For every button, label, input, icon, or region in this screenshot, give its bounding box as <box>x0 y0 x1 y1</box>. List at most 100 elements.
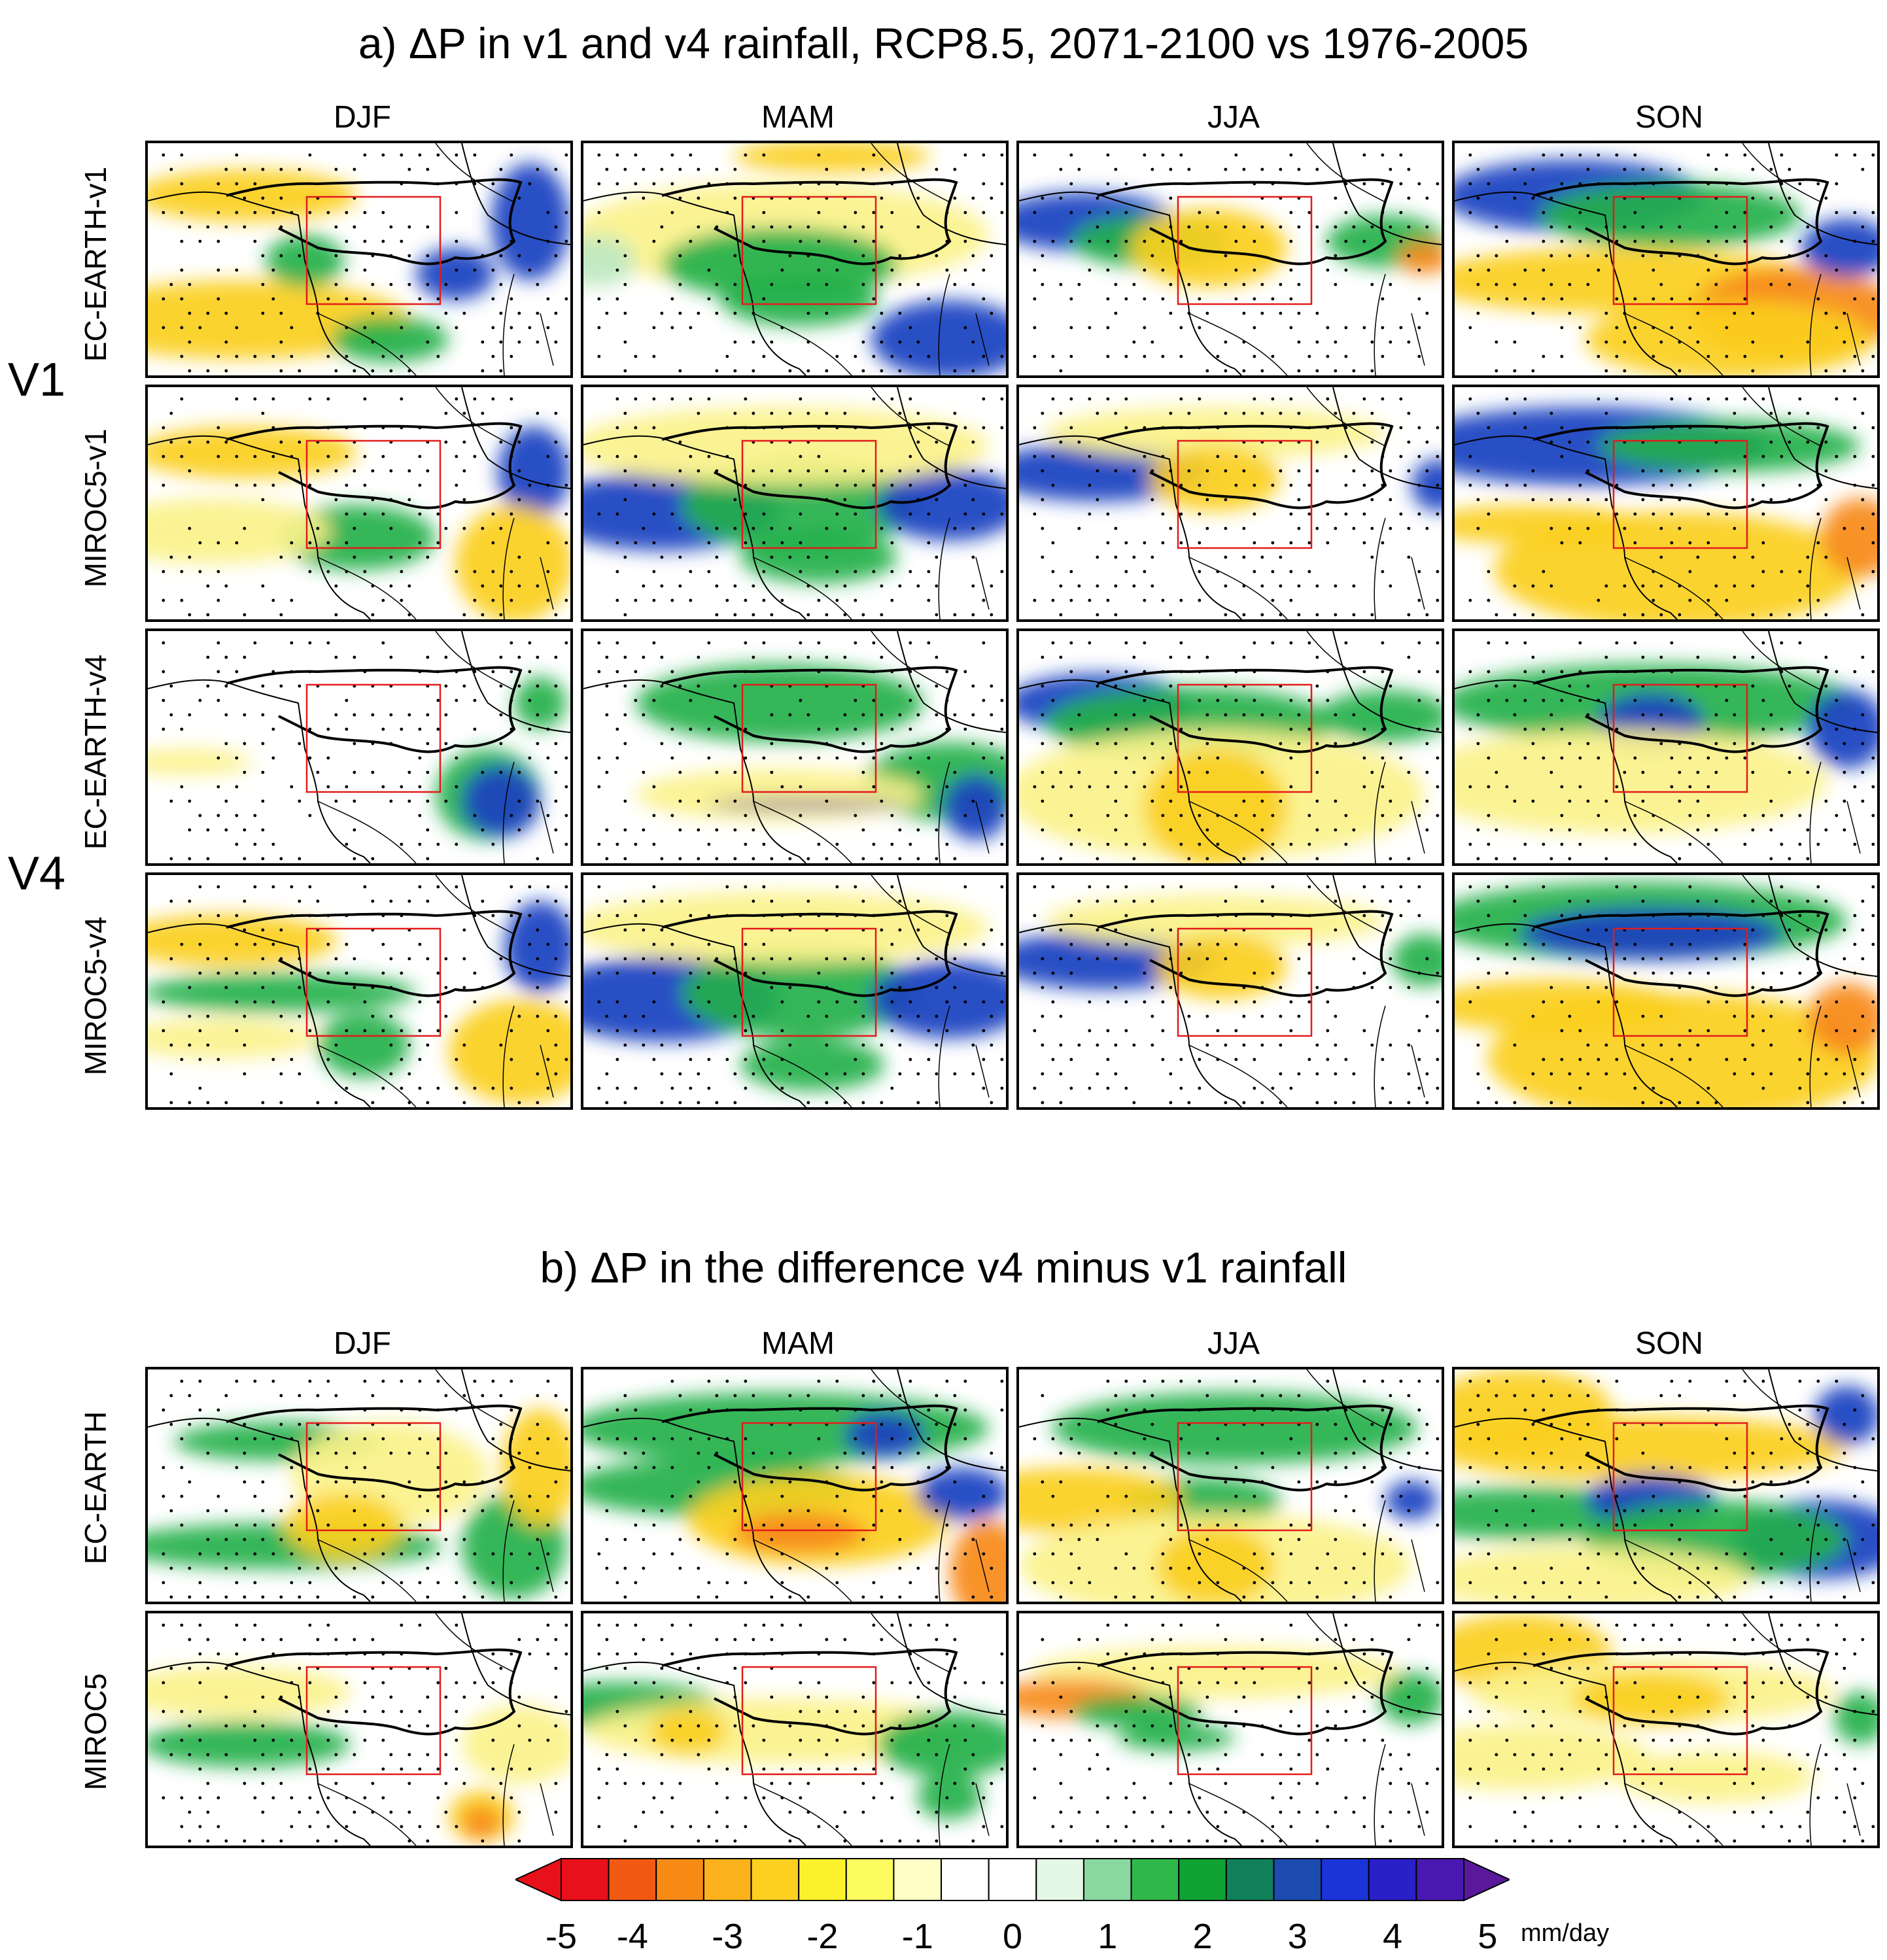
rainfall-field <box>1019 895 1442 999</box>
colorbar-cell <box>1321 1858 1370 1901</box>
row-label-ec-earth-v4: EC-EARTH-v4 <box>78 654 113 850</box>
coastline <box>583 1613 1006 1846</box>
topography-contour <box>226 178 523 266</box>
significance-stippling <box>597 885 1004 1105</box>
colorbar-tick-label: -3 <box>712 1917 744 1956</box>
rainfall-field <box>636 664 1006 840</box>
study-region-box <box>741 1422 877 1532</box>
study-region-box <box>1612 1666 1748 1776</box>
study-region-box <box>741 1666 877 1776</box>
country-border <box>317 143 554 375</box>
study-region-box <box>1177 683 1313 793</box>
coastline <box>583 631 1006 863</box>
rainfall-field <box>1019 192 1442 287</box>
row-label-miroc5-v4: MIROC5-v4 <box>78 916 113 1076</box>
country-border <box>753 875 990 1107</box>
country-border <box>1188 1613 1425 1846</box>
significance-stippling <box>162 1623 568 1843</box>
colorbar-cell <box>1415 1858 1464 1901</box>
significance-stippling <box>1033 885 1440 1105</box>
topography-contour <box>1532 666 1829 753</box>
rainfall-field <box>583 1682 1006 1819</box>
map-panel-ec-earth-v1-djf <box>145 141 573 378</box>
study-region-box <box>305 1666 441 1776</box>
coastline <box>1019 143 1442 375</box>
study-region-box <box>1612 439 1748 549</box>
row-label-miroc5-diff: MIROC5 <box>78 1673 113 1791</box>
season-header-b-jja: JJA <box>1207 1326 1260 1361</box>
study-region-box <box>1612 927 1748 1037</box>
map-panel-miroc5-v4-mam <box>581 872 1009 1110</box>
country-border <box>753 1369 990 1602</box>
topography-contour <box>661 1648 958 1736</box>
map-panel-ec-earth-v1-son <box>1452 141 1880 378</box>
colorbar-tick-label: 4 <box>1383 1917 1403 1956</box>
topography-contour <box>226 422 523 509</box>
significance-stippling <box>597 397 1004 617</box>
study-region-box <box>1177 196 1313 305</box>
country-border <box>317 387 554 619</box>
topography-contour <box>661 178 958 266</box>
rainfall-field <box>148 426 570 619</box>
map-panel-miroc5-v1-son <box>1452 385 1880 622</box>
country-border <box>1188 143 1425 375</box>
country-border <box>1624 1369 1861 1602</box>
colorbar-arrow-left <box>515 1857 562 1902</box>
map-panel-ec-earth-v1-jja <box>1016 141 1444 378</box>
colorbar-cell <box>655 1858 704 1901</box>
country-border <box>1188 387 1425 619</box>
coastline <box>148 875 570 1107</box>
group-label-v1: V1 <box>8 354 66 406</box>
rainfall-field <box>1455 407 1877 619</box>
country-border <box>317 1369 554 1602</box>
rainfall-field <box>148 677 566 840</box>
map-panel-miroc5-diff-djf <box>145 1611 573 1848</box>
study-region-box <box>1177 927 1313 1037</box>
row-label-ec-earth-diff: EC-EARTH <box>78 1411 113 1565</box>
topography-contour <box>1532 1648 1829 1736</box>
map-panel-ec-earth-diff-son <box>1452 1367 1880 1604</box>
group-label-v4: V4 <box>8 848 66 900</box>
study-region-box <box>741 683 877 793</box>
colorbar-cell <box>988 1858 1037 1901</box>
coastline <box>583 387 1006 619</box>
country-border <box>753 1613 990 1846</box>
study-region-box <box>1177 1422 1313 1532</box>
map-panel-miroc5-diff-jja <box>1016 1611 1444 1848</box>
map-panel-miroc5-v1-djf <box>145 385 573 622</box>
country-border <box>1188 875 1425 1107</box>
colorbar-cell <box>1273 1858 1323 1901</box>
study-region-box <box>741 196 877 305</box>
country-border <box>1188 631 1425 863</box>
study-region-box <box>305 927 441 1037</box>
country-border <box>1624 387 1861 619</box>
coastline <box>583 1369 1006 1602</box>
colorbar-tick-label: 3 <box>1287 1917 1307 1956</box>
map-panel-ec-earth-diff-mam <box>581 1367 1009 1604</box>
significance-stippling <box>597 153 1004 373</box>
country-border <box>753 143 990 375</box>
season-header-b-son: SON <box>1635 1326 1703 1361</box>
topography-contour <box>1532 910 1829 997</box>
significance-stippling <box>597 1379 1004 1599</box>
rainfall-field <box>1455 1613 1877 1803</box>
study-region-box <box>305 439 441 549</box>
season-header-mam: MAM <box>761 100 835 135</box>
rainfall-field <box>1019 1646 1442 1751</box>
colorbar-cell <box>561 1858 610 1901</box>
colorbar-cell <box>608 1858 657 1901</box>
study-region-box <box>741 439 877 549</box>
study-region-box <box>741 927 877 1037</box>
colorbar-cell <box>1178 1858 1227 1901</box>
rainfall-field <box>148 901 570 1104</box>
study-region-box <box>305 196 441 305</box>
colorbar-cell <box>1225 1858 1275 1901</box>
topography-contour <box>661 666 958 753</box>
significance-stippling <box>1468 1623 1875 1843</box>
country-border <box>1624 875 1861 1107</box>
rainfall-field <box>1455 664 1877 834</box>
topography-contour <box>1097 178 1394 266</box>
colorbar-tick-label: 1 <box>1098 1917 1118 1956</box>
significance-stippling <box>162 153 568 373</box>
topography-contour <box>226 1648 523 1736</box>
